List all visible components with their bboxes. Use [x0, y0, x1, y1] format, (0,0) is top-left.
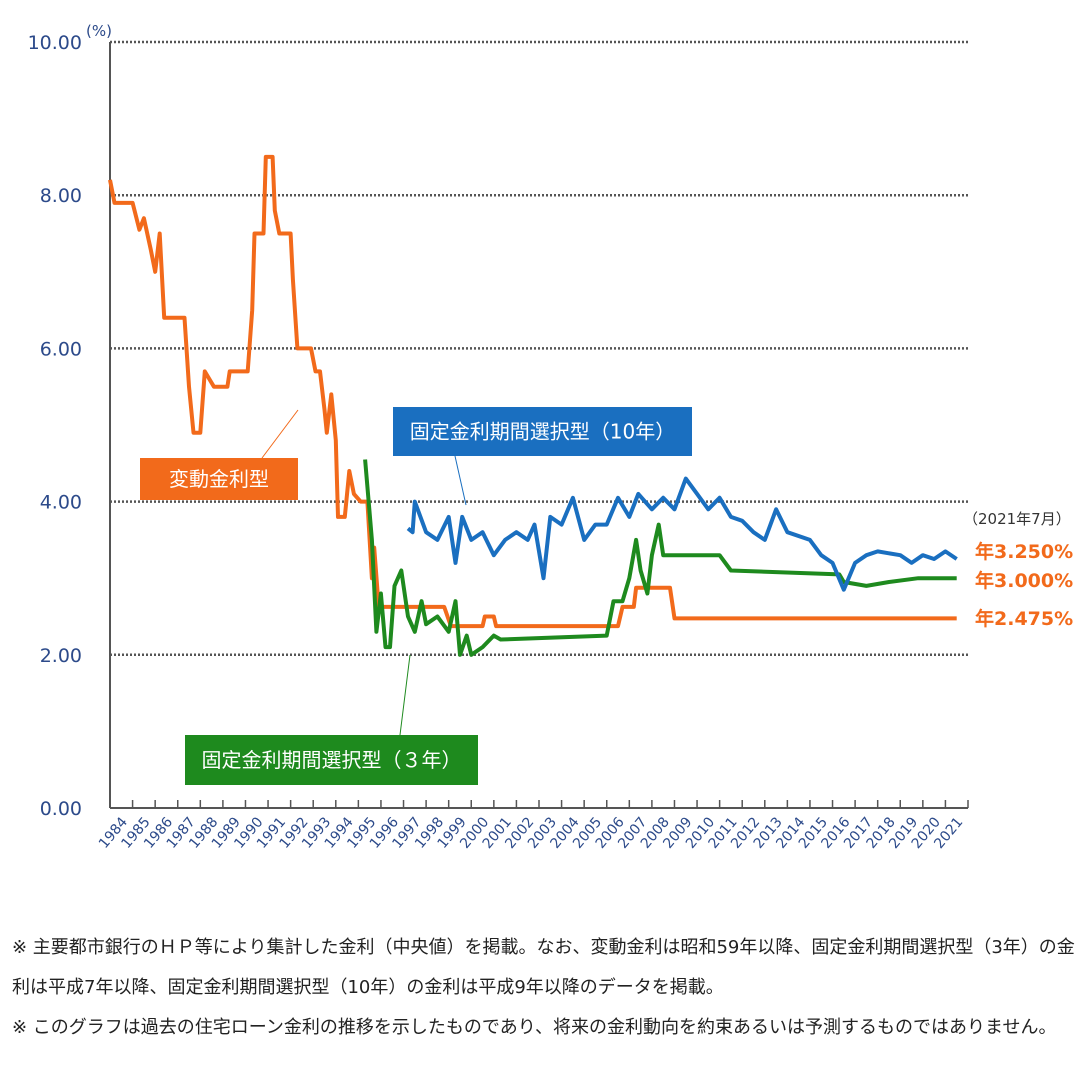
date-note: （2021年7月） — [963, 510, 1071, 528]
y-tick-label: 8.00 — [40, 185, 82, 207]
y-tick-label: 0.00 — [40, 798, 82, 820]
series-line-2 — [363, 459, 957, 657]
end-value-label-2: 年3.000% — [975, 569, 1073, 592]
series-label-box-2 — [185, 735, 478, 785]
footnotes: ※ 主要都市銀行のＨＰ等により集計した金利（中央値）を掲載。なお、変動金利は昭和… — [12, 928, 1087, 1048]
y-unit-label: (%) — [86, 22, 112, 40]
y-tick-label: 4.00 — [40, 492, 82, 514]
series-label-box-0 — [140, 458, 298, 500]
series-label-1: 固定金利期間選択型（10年） — [410, 420, 675, 444]
end-value-label-1: 年3.250% — [975, 540, 1073, 563]
series-line-0 — [108, 154, 957, 629]
series-label-box-1 — [393, 407, 692, 456]
leader-line-variable — [261, 409, 299, 459]
y-tick-label: 6.00 — [40, 338, 82, 360]
series-line-1 — [406, 476, 958, 592]
leader-line-10y — [454, 455, 467, 506]
y-tick-label: 10.00 — [28, 32, 82, 54]
end-value-label-0: 年2.475% — [975, 607, 1073, 630]
footnote-1: ※ 主要都市銀行のＨＰ等により集計した金利（中央値）を掲載。なお、変動金利は昭和… — [12, 937, 1075, 998]
rate-chart: 0.002.004.006.008.0010.00(%)198419851986… — [28, 22, 1074, 852]
y-tick-label: 2.00 — [40, 645, 82, 667]
footnote-2: ※ このグラフは過去の住宅ローン金利の推移を示したものであり、将来の金利動向を約… — [12, 1017, 1057, 1038]
series-label-0: 変動金利型 — [169, 467, 269, 491]
leader-line-3y — [399, 654, 411, 736]
series-label-2: 固定金利期間選択型（３年） — [202, 748, 462, 772]
